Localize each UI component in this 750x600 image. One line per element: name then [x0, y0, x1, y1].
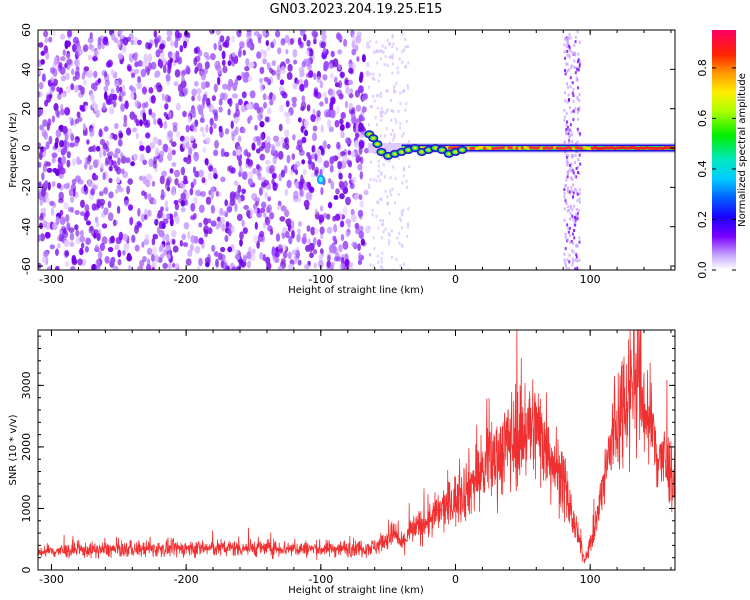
x-tick-label: -300 [39, 273, 64, 286]
x-axis-label: Height of straight line (km) [288, 285, 424, 296]
heatmap-frame [37, 29, 676, 271]
x-axis-label: Height of straight line (km) [288, 585, 424, 596]
colorbar-tick-label: 0.4 [696, 160, 709, 178]
x-tick-label: -200 [174, 573, 199, 586]
y-tick-label: -40 [20, 218, 33, 236]
y-tick-label: -60 [20, 257, 33, 275]
colorbar [712, 30, 736, 270]
x-tick-label: 100 [580, 573, 601, 586]
y-tick-label: 2000 [20, 433, 33, 461]
x-tick-label: -100 [308, 273, 333, 286]
line-frame [37, 329, 676, 571]
x-tick-label: -100 [308, 573, 333, 586]
colorbar-label: Normalized spectral amplitude [737, 73, 748, 227]
y-tick-label: -20 [20, 178, 33, 196]
x-tick-label: 100 [580, 273, 601, 286]
colorbar-tick-label: 0.0 [696, 261, 709, 279]
colorbar-tick-label: 0.8 [696, 59, 709, 77]
y-tick-label: 1000 [20, 494, 33, 522]
y-tick-label: 3000 [20, 371, 33, 399]
y-tick-label: 40 [20, 62, 33, 76]
y-tick-label: 60 [20, 23, 33, 37]
snr-series-line [38, 330, 675, 564]
y-tick-label: 0 [20, 145, 33, 152]
heatmap-cells [38, 30, 675, 270]
colorbar-tick-label: 0.6 [696, 110, 709, 128]
y-tick-label: 0 [20, 567, 33, 574]
x-tick-label: 0 [452, 273, 459, 286]
colorbar-tick-label: 0.2 [696, 211, 709, 229]
y-axis-label: Frequency (Hz) [8, 112, 19, 188]
y-axis-label: SNR (10 * v/v) [8, 414, 19, 485]
x-tick-label: -300 [39, 573, 64, 586]
x-tick-label: 0 [452, 573, 459, 586]
x-tick-label: -200 [174, 273, 199, 286]
y-tick-label: 20 [20, 102, 33, 116]
chart-title: GN03.2023.204.19.25.E15 [270, 2, 443, 17]
